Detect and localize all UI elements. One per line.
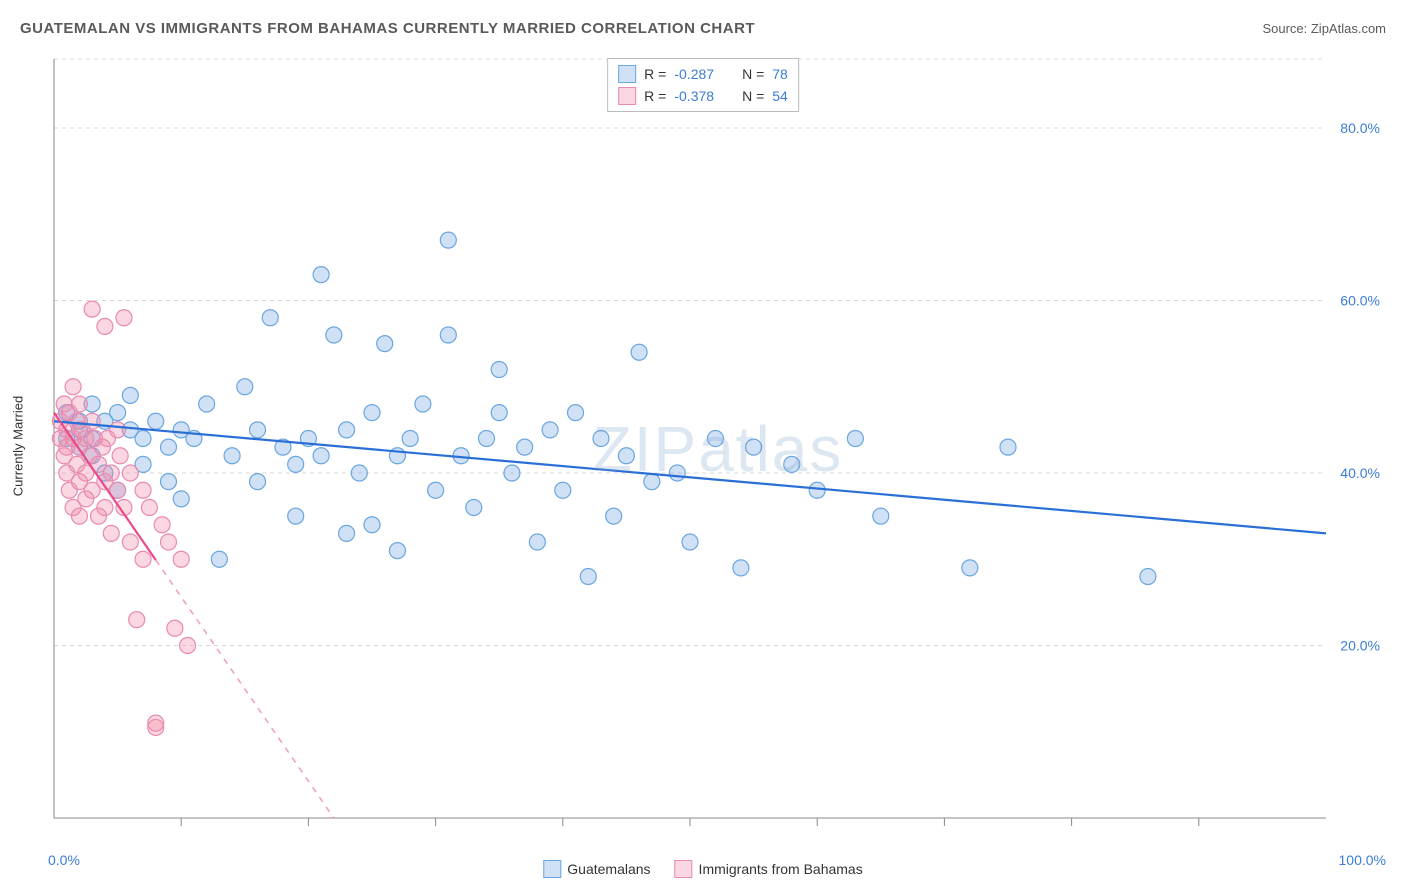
stats-box: R = -0.287 N = 78 R = -0.378 N = 54 [607,58,799,112]
svg-text:80.0%: 80.0% [1340,120,1380,136]
legend-item: Immigrants from Bahamas [675,860,863,878]
chart-area: 20.0%40.0%60.0%80.0% ZIPatlas [50,55,1386,842]
n-value: 54 [772,88,788,104]
legend-item: Guatemalans [543,860,650,878]
legend-label: Guatemalans [567,861,650,877]
r-value: -0.378 [674,88,714,104]
swatch-icon [618,87,636,105]
svg-text:60.0%: 60.0% [1340,293,1380,309]
chart-title: GUATEMALAN VS IMMIGRANTS FROM BAHAMAS CU… [20,20,755,37]
n-label: N = [742,88,764,104]
n-label: N = [742,66,764,82]
stats-row: R = -0.287 N = 78 [618,63,788,85]
r-label: R = [644,88,666,104]
scatter-chart: 20.0% 40.0% 60.0% 80.0% [50,55,1386,842]
swatch-icon [618,65,636,83]
legend: Guatemalans Immigrants from Bahamas [543,860,862,878]
svg-text:40.0%: 40.0% [1340,465,1380,481]
svg-text:20.0%: 20.0% [1340,638,1380,654]
r-value: -0.287 [674,66,714,82]
swatch-icon [543,860,561,878]
source-label: Source: ZipAtlas.com [1262,21,1386,36]
y-axis-label: Currently Married [11,396,26,496]
r-label: R = [644,66,666,82]
stats-row: R = -0.378 N = 54 [618,85,788,107]
n-value: 78 [772,66,788,82]
swatch-icon [675,860,693,878]
header: GUATEMALAN VS IMMIGRANTS FROM BAHAMAS CU… [20,20,1386,37]
x-tick-label: 100.0% [1339,852,1386,868]
x-tick-label: 0.0% [48,852,80,868]
legend-label: Immigrants from Bahamas [699,861,863,877]
